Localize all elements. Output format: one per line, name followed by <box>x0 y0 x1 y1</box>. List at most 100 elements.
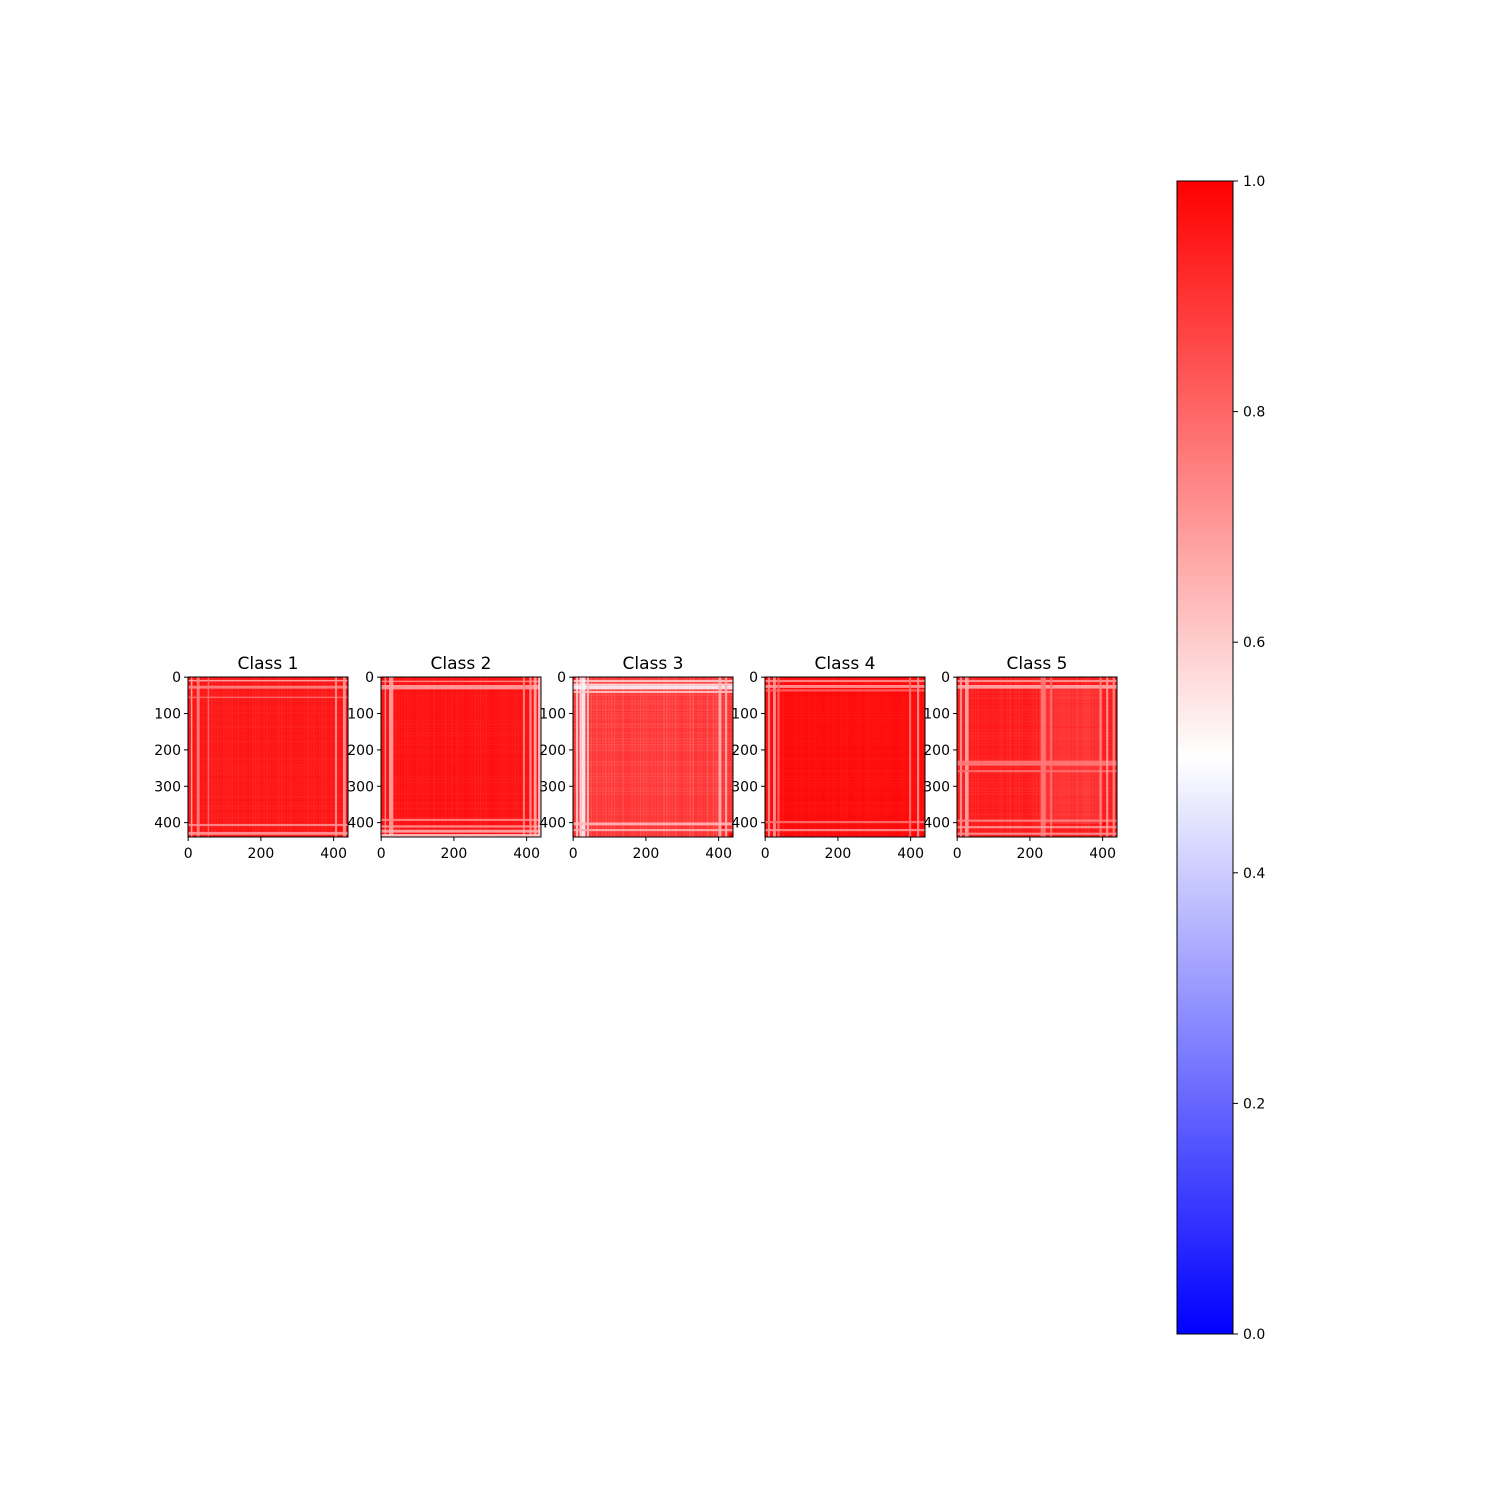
texture-row <box>957 816 1117 819</box>
texture-row <box>381 778 541 781</box>
texture-row <box>957 749 1117 752</box>
y-tick-label: 400 <box>731 816 758 832</box>
texture-row <box>957 778 1117 781</box>
texture-row <box>381 691 541 693</box>
texture-row <box>765 700 925 702</box>
texture-row <box>573 714 733 717</box>
colorbar-tick-label: 0.4 <box>1243 866 1265 882</box>
texture-col <box>1006 677 1009 837</box>
texture-row <box>957 717 1117 720</box>
texture-row <box>957 738 1117 740</box>
y-tick-label: 0 <box>172 670 181 686</box>
texture-row <box>381 706 541 708</box>
texture-col <box>619 677 622 837</box>
texture-col <box>639 677 642 837</box>
texture-row <box>188 732 348 734</box>
texture-row <box>957 743 1117 746</box>
texture-row <box>765 778 925 781</box>
texture-col <box>211 677 213 837</box>
texture-col <box>863 677 866 837</box>
texture-row <box>381 775 541 778</box>
y-tick-label: 200 <box>539 743 566 759</box>
texture-col <box>395 677 398 837</box>
colorbar-tick-label: 1.0 <box>1243 174 1265 190</box>
texture-row <box>957 714 1117 717</box>
texture-row <box>188 758 348 760</box>
axes-frame <box>764 676 926 838</box>
texture-row <box>765 805 925 807</box>
texture-row <box>188 729 348 731</box>
texture-col <box>295 677 298 837</box>
colorbar-tick-label: 0.6 <box>1243 635 1265 651</box>
texture-col <box>884 677 886 837</box>
texture-row <box>957 752 1117 755</box>
band-row <box>957 679 1117 683</box>
texture-row <box>188 703 348 705</box>
band-diag <box>722 826 725 829</box>
y-tick-label: 100 <box>923 707 950 723</box>
colorbar-tick-label: 0.2 <box>1243 1096 1265 1112</box>
texture-row <box>573 697 733 699</box>
y-tick-label: 300 <box>154 779 181 795</box>
band-diag <box>573 677 576 680</box>
y-tick-label: 400 <box>154 816 181 832</box>
texture-row <box>765 720 925 723</box>
texture-row <box>573 732 733 734</box>
texture-col <box>1087 677 1090 837</box>
texture-col <box>797 677 799 837</box>
heatmap-image <box>765 677 925 837</box>
texture-row <box>573 778 733 781</box>
colorbar-gradient <box>1177 181 1233 1334</box>
texture-col <box>456 677 459 837</box>
texture-col <box>1064 677 1067 837</box>
texture-row <box>188 697 348 699</box>
texture-col <box>1032 677 1035 837</box>
texture-col <box>666 677 668 837</box>
x-tick-label: 400 <box>1089 846 1116 862</box>
texture-col <box>514 677 517 837</box>
band-diag <box>386 682 389 685</box>
texture-col <box>281 677 283 837</box>
texture-row <box>381 755 541 757</box>
texture-row <box>188 807 348 810</box>
x-tick-label: 200 <box>441 846 468 862</box>
texture-row <box>957 697 1117 699</box>
band-row <box>573 679 733 683</box>
texture-col <box>817 677 819 837</box>
texture-col <box>278 677 280 837</box>
x-tick-label: 200 <box>633 846 660 862</box>
texture-row <box>765 709 925 711</box>
texture-col <box>829 677 831 837</box>
texture-row <box>381 796 541 798</box>
band-col <box>959 677 963 837</box>
band-row <box>957 819 1117 822</box>
texture-col <box>234 677 237 837</box>
texture-row <box>573 752 733 755</box>
x-tick-label: 400 <box>320 846 347 862</box>
texture-row <box>957 746 1117 749</box>
texture-col <box>292 677 295 837</box>
colorbar: 0.0 0.2 0.4 0.6 0.8 1.0 <box>1176 174 1265 1343</box>
band-col <box>965 677 969 837</box>
texture-col <box>482 677 485 837</box>
texture-col <box>439 677 441 837</box>
texture-col <box>855 677 857 837</box>
texture-row <box>381 802 541 804</box>
band-row <box>573 690 733 693</box>
texture-col <box>895 677 898 837</box>
band-diag <box>188 677 191 680</box>
texture-row <box>573 796 733 798</box>
texture-row <box>765 735 925 737</box>
texture-row <box>573 738 733 740</box>
texture-row <box>573 720 733 723</box>
texture-row <box>765 717 925 720</box>
texture-col <box>997 677 1000 837</box>
texture-row <box>381 709 541 711</box>
texture-row <box>188 726 348 728</box>
y-tick-label: 300 <box>539 779 566 795</box>
texture-row <box>957 810 1117 813</box>
band-col <box>575 677 579 837</box>
texture-row <box>765 726 925 728</box>
